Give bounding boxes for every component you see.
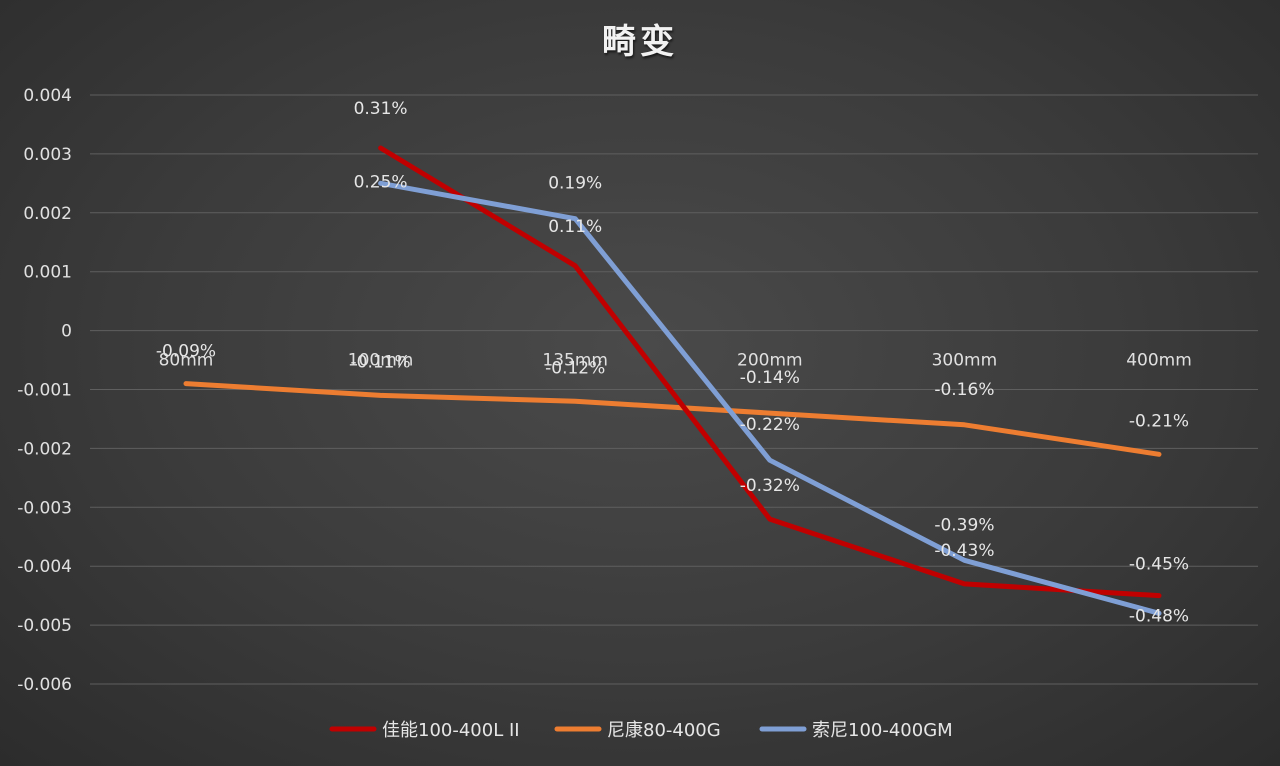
x-tick-label: 300mm <box>932 351 998 371</box>
series-line <box>378 180 1162 616</box>
chart-title: 畸变 <box>602 22 678 62</box>
y-axis: 0.004 0.003 0.002 0.001 0 -0.001 -0.002 -0.003 -… <box>17 86 72 695</box>
y-tick-label: 0.003 <box>23 145 72 165</box>
legend-label: 佳能100-400L II <box>382 720 520 741</box>
y-tick-label: 0 <box>61 322 72 342</box>
data-label: -0.12% <box>545 358 605 378</box>
x-axis: 80mm 100mm 135mm 200mm 300mm 400mm <box>159 351 1192 371</box>
y-tick-label: -0.001 <box>17 381 72 401</box>
legend: 佳能100-400L II 尼康80-400G 索尼100-400GM <box>329 720 953 741</box>
data-label: -0.09% <box>156 342 216 362</box>
x-tick-label: 80mm <box>159 351 214 371</box>
data-labels: 0.31% 0.11% -0.32% -0.43% -0.45% -0.09% -0.11%… <box>156 99 1189 626</box>
data-label: -0.39% <box>934 515 994 535</box>
data-label: -0.45% <box>1129 555 1189 575</box>
y-tick-label: -0.005 <box>17 616 72 636</box>
data-label: -0.11% <box>351 352 411 372</box>
y-tick-label: 0.004 <box>23 86 72 106</box>
legend-label: 索尼100-400GM <box>812 720 953 741</box>
data-label: 0.31% <box>354 99 408 119</box>
data-label: -0.22% <box>740 415 800 435</box>
data-label: 0.25% <box>354 172 408 192</box>
y-tick-label: -0.006 <box>17 675 72 695</box>
data-label: 0.11% <box>548 217 602 237</box>
data-label: 0.19% <box>548 174 602 194</box>
data-label: -0.14% <box>740 368 800 388</box>
gridlines <box>90 94 1258 685</box>
y-tick-label: -0.002 <box>17 439 72 459</box>
series-line <box>378 145 1162 599</box>
series-lines <box>183 145 1162 616</box>
y-tick-label: 0.001 <box>23 263 72 283</box>
x-tick-label: 200mm <box>737 351 803 371</box>
data-label: -0.48% <box>1129 606 1189 626</box>
y-tick-label: -0.003 <box>17 498 72 518</box>
data-label: -0.32% <box>740 476 800 496</box>
data-label: -0.43% <box>934 541 994 561</box>
data-label: -0.16% <box>934 380 994 400</box>
legend-label: 尼康80-400G <box>607 720 721 741</box>
x-tick-label: 135mm <box>542 351 608 371</box>
y-tick-label: 0.002 <box>23 204 72 224</box>
x-tick-label: 400mm <box>1126 351 1192 371</box>
y-tick-label: -0.004 <box>17 557 72 577</box>
x-tick-label: 100mm <box>348 351 414 371</box>
data-label: -0.21% <box>1129 411 1189 431</box>
series-line <box>183 381 1162 457</box>
